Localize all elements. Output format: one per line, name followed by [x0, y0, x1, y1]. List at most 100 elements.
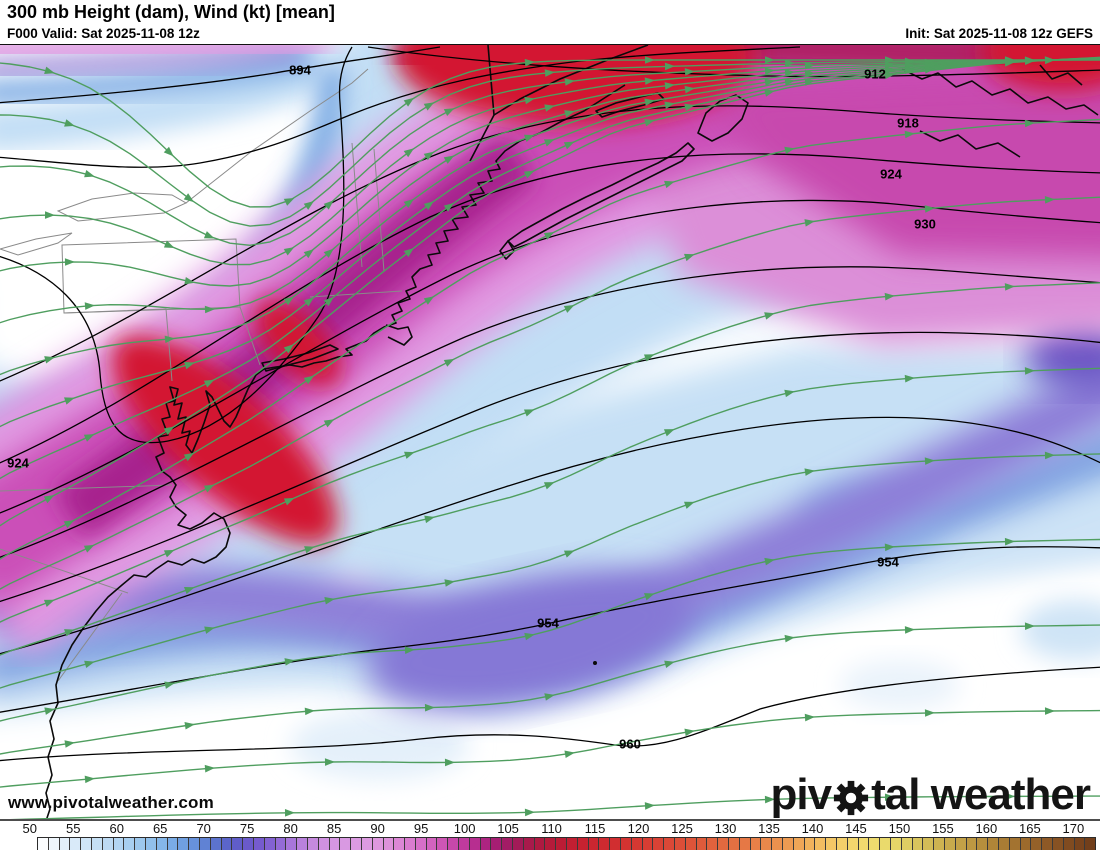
- colorbar-cell: [718, 838, 729, 850]
- colorbar-cell: [383, 838, 395, 850]
- streamline: [0, 57, 1100, 324]
- streamline-arrow-icon: [564, 750, 575, 758]
- colorbar-cell: [275, 838, 287, 850]
- weather-map-image: 894 912 918 924 930 924 954 954 960: [0, 45, 1100, 819]
- colorbar-cell: [847, 838, 859, 850]
- colorbar-cell: [1063, 838, 1075, 850]
- streamline-arrow-icon: [764, 795, 775, 804]
- colorbar-cell: [696, 838, 708, 850]
- colorbar-tick: 130: [714, 821, 737, 836]
- streamline-arrow-icon: [664, 660, 675, 668]
- colorbar-tick: 145: [845, 821, 867, 836]
- streamline-arrow-icon: [663, 429, 675, 437]
- streamline-arrow-icon: [184, 276, 195, 285]
- streamline-arrow-icon: [64, 629, 75, 637]
- streamline-arrow-icon: [884, 292, 895, 301]
- valid-time-label: F000 Valid: Sat 2025-11-08 12z: [7, 26, 200, 41]
- streamline-arrow-icon: [1024, 367, 1035, 375]
- streamline-arrow-icon: [444, 758, 455, 767]
- colorbar-cell: [437, 838, 449, 850]
- colorbar-cell: [91, 838, 103, 850]
- streamline-arrow-icon: [543, 232, 555, 240]
- contour-label: 894: [289, 63, 311, 78]
- colorbar-cell: [664, 838, 676, 850]
- streamline-arrow-icon: [904, 626, 915, 634]
- streamline-arrow-icon: [203, 484, 215, 493]
- colorbar-cell: [124, 838, 136, 850]
- colorbar-tick: 80: [283, 821, 298, 836]
- streamline-arrow-icon: [664, 82, 675, 90]
- colorbar-cell: [631, 838, 643, 850]
- streamline-arrow-icon: [524, 808, 535, 817]
- colorbar-cell: [621, 838, 632, 850]
- streamline-arrow-icon: [644, 118, 655, 127]
- streamline-arrow-icon: [544, 104, 555, 112]
- streamline-arrow-icon: [764, 89, 775, 97]
- streamline-arrow-icon: [44, 211, 55, 219]
- streamline: [0, 538, 1100, 722]
- streamline-arrow-icon: [424, 515, 435, 524]
- colorbar-cell: [178, 838, 190, 850]
- colorbar-cell: [38, 838, 49, 850]
- streamline-arrow-icon: [643, 354, 655, 362]
- colorbar-cell: [1074, 838, 1086, 850]
- streamline-arrow-icon: [1044, 451, 1055, 460]
- streamline-arrow-icon: [323, 419, 335, 428]
- colorbar-tick: 110: [541, 821, 562, 836]
- streamline-arrow-icon: [804, 219, 815, 227]
- colorbar-tick: 165: [1019, 821, 1041, 836]
- colorbar-cell: [70, 838, 82, 850]
- contour-label: 912: [864, 67, 886, 82]
- colorbar-cell: [923, 838, 935, 850]
- pivotal-weather-logo: piv tal weather: [771, 773, 1091, 817]
- streamline: [0, 56, 1100, 480]
- streamline-arrow-icon: [423, 296, 435, 305]
- streamline: [0, 282, 1100, 623]
- colorbar-cell: [135, 838, 146, 850]
- streamline-arrow-icon: [303, 297, 314, 307]
- colorbar-cell: [156, 838, 168, 850]
- streamline-arrow-icon: [543, 139, 555, 147]
- colorbar-cell: [966, 838, 978, 850]
- streamline-arrow-icon: [64, 397, 75, 405]
- streamline-arrow-icon: [884, 793, 895, 802]
- streamline-arrow-icon: [203, 379, 215, 388]
- streamline-arrow-icon: [283, 198, 295, 206]
- colorbar-cell: [232, 838, 244, 850]
- streamline-arrow-icon: [563, 304, 575, 313]
- colorbar-tick: 100: [453, 821, 476, 836]
- colorbar-tick: 125: [671, 821, 693, 836]
- colorbar-cell: [351, 838, 362, 850]
- streamline-arrow-icon: [43, 495, 55, 504]
- streamline-arrow-icon: [564, 78, 575, 86]
- colorbar-cell: [567, 838, 578, 850]
- streamline-arrow-icon: [163, 240, 175, 248]
- streamline-arrow-icon: [83, 544, 95, 553]
- streamline-arrow-icon: [1024, 622, 1035, 630]
- colorbar-cell: [880, 838, 891, 850]
- streamline-arrow-icon: [84, 660, 95, 669]
- streamline: [0, 58, 1100, 266]
- colorbar-cell: [761, 838, 773, 850]
- colorbar-cell: [729, 838, 740, 850]
- colorbar-cell: [1085, 838, 1096, 850]
- streamline-arrow-icon: [284, 658, 295, 666]
- colorbar-cell: [199, 838, 211, 850]
- colorbar-tick: 95: [413, 821, 429, 836]
- streamline-arrow-icon: [283, 497, 295, 506]
- streamline-arrow-icon: [423, 151, 435, 161]
- streamline-arrow-icon: [1004, 59, 1015, 67]
- colorbar-cell: [556, 838, 568, 850]
- colorbar-cell: [858, 838, 870, 850]
- colorbar-cell: [934, 838, 945, 850]
- streamline-arrow-icon: [884, 543, 895, 552]
- streamline-arrow-icon: [44, 356, 55, 364]
- colorbar-cell: [901, 838, 913, 850]
- map-canvas[interactable]: 894 912 918 924 930 924 954 954 960 www.pivotalw…: [0, 44, 1100, 822]
- colorbar-cell: [307, 838, 319, 850]
- contour-label: 954: [537, 616, 559, 631]
- streamline-arrow-icon: [303, 249, 314, 259]
- colorbar-cell: [1052, 838, 1064, 850]
- streamline-arrow-icon: [323, 248, 334, 258]
